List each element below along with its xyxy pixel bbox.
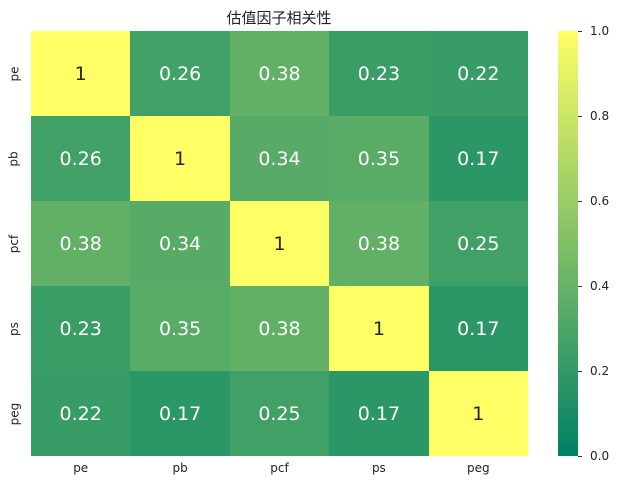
heatmap-cell: 0.38 [229,286,330,371]
colorbar-tick-label: 0.0 [590,449,610,463]
colorbar-tick-label: 1.0 [590,24,610,38]
heatmap-grid: 1 0.26 0.38 0.23 0.22 0.26 1 0.34 0.35 0.17 0.38 0.… [31,31,528,456]
y-tick-label: pe [7,66,21,81]
heatmap-cell: 1 [130,116,230,201]
heatmap-cell: 0.34 [130,201,230,286]
colorbar-tick-mark [578,201,582,202]
colorbar-tick-mark [578,456,582,457]
heatmap-cell: 0.17 [130,371,230,456]
heatmap-cell: 0.38 [31,201,131,286]
colorbar-tick-label: 0.6 [590,194,610,208]
heatmap-cell: 0.23 [329,31,429,116]
heatmap-cell: 0.26 [31,116,131,201]
x-tick-label: peg [466,461,490,475]
heatmap-cell: 0.35 [130,286,230,371]
heatmap-cell: 0.38 [229,31,330,116]
heatmap-cell: 0.26 [130,31,230,116]
colorbar-tick-label: 0.8 [590,109,610,123]
heatmap-cell: 0.35 [329,116,429,201]
heatmap-cell: 0.25 [428,201,528,286]
heatmap-cell: 0.25 [229,371,330,456]
heatmap-cell: 1 [229,201,330,286]
y-tick-label: pcf [6,234,21,253]
colorbar [558,31,578,456]
colorbar-tick-mark [578,116,582,117]
x-tick-label: pb [172,461,188,475]
colorbar-tick-mark [578,286,582,287]
colorbar-tick-mark [578,31,582,32]
y-tick-label: pb [6,150,21,167]
heatmap-cell: 0.22 [31,371,131,456]
y-tick-label: ps [7,321,21,336]
heatmap-cell: 1 [329,286,429,371]
y-tick-label: peg [7,402,21,425]
heatmap-cell: 0.23 [31,286,131,371]
colorbar-tick-mark [578,371,582,372]
chart-title: 估值因子相关性 [226,9,332,27]
heatmap-cell: 1 [428,371,528,456]
heatmap-cell: 0.17 [428,286,528,371]
heatmap-cell: 0.17 [428,116,528,201]
x-tick-label: pcf [270,461,289,475]
heatmap-cell: 0.34 [229,116,330,201]
heatmap-cell: 0.22 [428,31,528,116]
x-tick-label: pe [73,461,89,475]
colorbar-tick-label: 0.2 [590,364,610,378]
heatmap-cell: 0.17 [329,371,429,456]
heatmap-cell: 1 [31,31,131,116]
heatmap-cell: 0.38 [329,201,429,286]
x-tick-label: ps [371,461,386,475]
colorbar-tick-label: 0.4 [590,279,610,293]
